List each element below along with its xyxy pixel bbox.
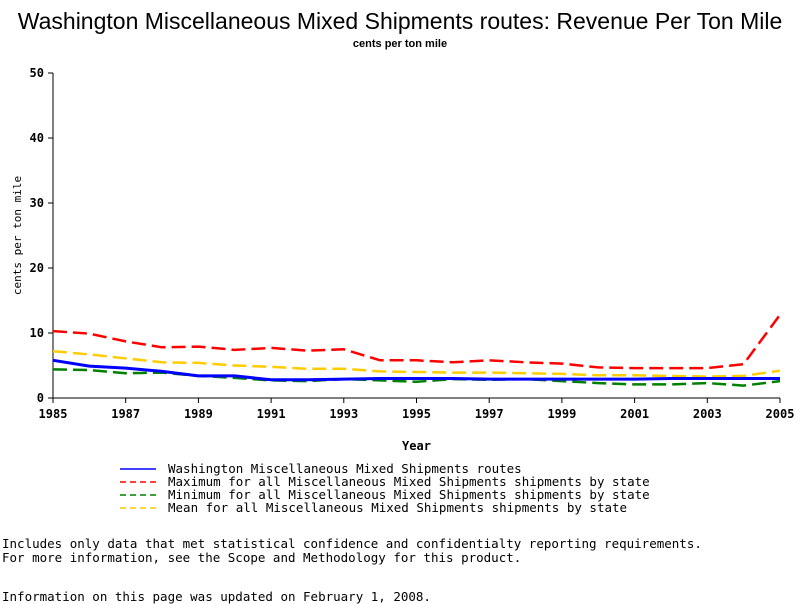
x-tick-label: 1987 [111,407,140,421]
footnotes: Includes only data that met statistical … [2,537,702,564]
legend-label-minimum: Minimum for all Miscellaneous Mixed Ship… [168,487,650,502]
legend-item-maximum: Maximum for all Miscellaneous Mixed Ship… [120,474,650,489]
chart-legend: Washington Miscellaneous Mixed Shipments… [120,461,650,515]
y-tick-label: 0 [37,391,44,405]
series-line-mean [52,349,781,378]
footnote-methodology: For more information, see the Scope and … [2,549,522,565]
series-line-maximum [52,314,782,370]
y-tick-label: 40 [30,131,44,145]
x-tick-label: 2001 [620,407,649,421]
legend-item-minimum: Minimum for all Miscellaneous Mixed Ship… [120,487,650,502]
x-tick-label: 1989 [184,407,213,421]
chart-title: Washington Miscellaneous Mixed Shipments… [17,8,783,34]
legend-swatch-mean [120,506,156,509]
legend-swatch-maximum [120,480,156,483]
line-chart: 0 10 20 30 40 50 1985 1987 1989 1991 1993 1995 1997 1… [11,66,794,453]
update-notice: Information on this page was updated on … [2,589,431,604]
x-tick-label: 1991 [257,407,286,421]
chart-series-layer [52,314,782,387]
legend-label-mean: Mean for all Miscellaneous Mixed Shipmen… [168,500,628,515]
series-line-washington [52,358,780,382]
y-tick-label: 30 [30,196,44,210]
legend-label-maximum: Maximum for all Miscellaneous Mixed Ship… [168,474,650,489]
y-tick-label: 10 [30,326,44,340]
x-tick-label: 1985 [39,407,68,421]
chart-subtitle: cents per ton mile [352,38,448,50]
chart-axes: 0 10 20 30 40 50 1985 1987 1989 1991 1993 1995 1997 1… [11,66,794,453]
x-tick-label: 2003 [693,407,722,421]
legend-item-washington: Washington Miscellaneous Mixed Shipments… [120,461,650,476]
legend-swatch-washington [120,467,156,470]
y-axis-label: cents per ton mile [11,176,24,295]
legend-item-mean: Mean for all Miscellaneous Mixed Shipmen… [120,500,650,515]
legend-label-washington: Washington Miscellaneous Mixed Shipments… [168,461,522,476]
y-tick-label: 20 [30,261,44,275]
x-tick-label: 1999 [547,407,576,421]
x-tick-label: 2005 [766,407,795,421]
y-tick-label: 50 [30,66,44,80]
x-tick-label: 1997 [475,407,504,421]
footnote-confidence: Includes only data that met statistical … [2,536,702,551]
legend-swatch-minimum [120,493,156,496]
x-axis-label: Year [402,439,431,453]
x-tick-label: 1993 [329,407,358,421]
x-tick-label: 1995 [402,407,431,421]
